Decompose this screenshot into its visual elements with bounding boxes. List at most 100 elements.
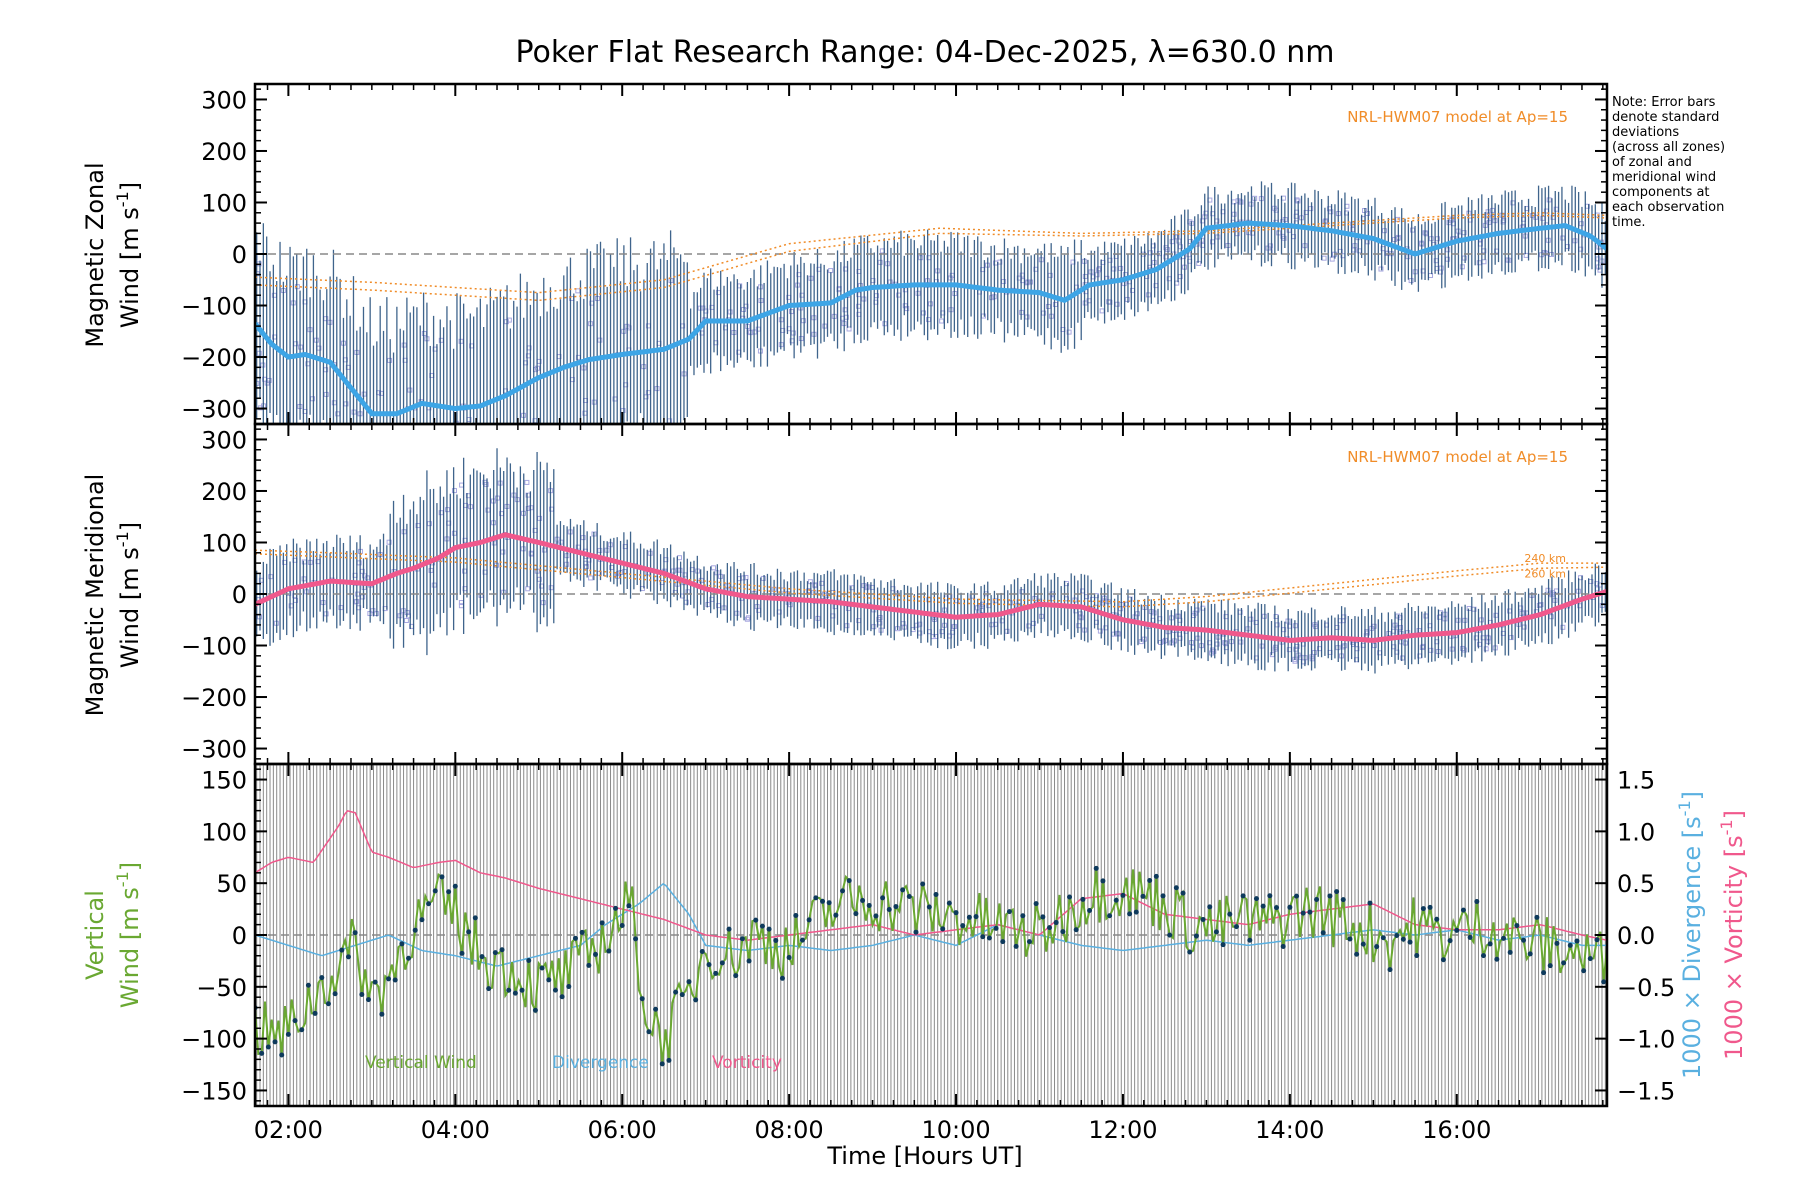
vertical-wind-point xyxy=(826,900,832,906)
vertical-wind-point xyxy=(820,898,826,904)
vertical-wind-point xyxy=(566,984,572,990)
model-label: NRL-HWM07 model at Ap=15 xyxy=(1347,448,1568,466)
divergence-ylabel-sup: -1 xyxy=(1675,800,1694,816)
vertical-wind-point xyxy=(379,1011,385,1017)
vertical-wind-point xyxy=(265,1044,271,1050)
vertical-wind-point xyxy=(1307,909,1313,915)
vertical-wind-point xyxy=(352,930,358,936)
vorticity-ylabel: 1000 × Vorticity [s-1] xyxy=(1717,810,1748,1060)
zonal-panel: NRL-HWM07 model at Ap=15 −300 −200 −100 0 100… xyxy=(181,82,1609,426)
vertical-wind-point xyxy=(1053,920,1059,926)
vertical-wind-point xyxy=(312,1010,318,1016)
y-tick-label: −200 xyxy=(181,344,247,372)
vertical-wind-point xyxy=(1494,956,1500,962)
vertical-wind-point xyxy=(779,975,785,981)
vertical-wind-point xyxy=(459,950,465,956)
y-tick-label: 0 xyxy=(232,241,247,269)
wind-line xyxy=(255,532,1607,643)
vertical-wind-point xyxy=(372,979,378,985)
vertical-wind-point xyxy=(886,907,892,913)
vertical-wind-point xyxy=(1501,935,1507,941)
vertical-wind-point xyxy=(1574,938,1580,944)
vertical-wind-point xyxy=(733,973,739,979)
vertical-wind-point xyxy=(452,883,458,889)
vertical-wind-point xyxy=(906,894,912,900)
scatter-point xyxy=(524,479,530,485)
vertical-wind-point xyxy=(1480,953,1486,959)
vertical-wind-point xyxy=(593,951,599,957)
vertical-wind-point xyxy=(673,989,679,995)
vertical-wind-point xyxy=(1153,873,1159,879)
vertical-wind-point xyxy=(279,1052,285,1058)
vertical-wind-point xyxy=(686,979,692,985)
vertical-wind-point xyxy=(766,926,772,932)
vertical-wind-point xyxy=(1334,889,1340,895)
scatter-point xyxy=(588,575,594,581)
vertical-wind-point xyxy=(713,970,719,976)
vertical-wind-point xyxy=(1033,901,1039,907)
meridional-ylabel-line1: Magnetic Meridional xyxy=(81,474,109,717)
zonal-ylabel-text: Wind [m s xyxy=(116,207,144,328)
vertical-wind-point xyxy=(579,929,585,935)
meridional-ylabel: Magnetic Meridional xyxy=(81,474,109,717)
vertical-wind-point xyxy=(860,897,866,903)
vorticity-ylabel-main: 1000 × Vorticity [s xyxy=(1720,835,1748,1060)
vertical-wind-point xyxy=(412,927,418,933)
note-line: of zonal and xyxy=(1612,155,1692,170)
vertical-wind-point xyxy=(926,904,932,910)
note-line: (across all zones) xyxy=(1612,140,1725,155)
meridional-panel: NRL-HWM07 model at Ap=15 −300 −200 −100 0 100… xyxy=(181,422,1609,766)
note-line: meridional wind xyxy=(1612,170,1716,185)
vertical-wind-point xyxy=(1000,939,1006,945)
vertical-wind-point xyxy=(1026,939,1032,945)
vertical-wind-point xyxy=(599,920,605,926)
legend-divergence: Divergence xyxy=(552,1053,649,1073)
vertical-wind-point xyxy=(1227,911,1233,917)
zonal-ylabel: Magnetic Zonal xyxy=(81,162,109,347)
vertical-wind-point xyxy=(392,977,398,983)
zonal-ylabel-line2: Wind [m s-1] xyxy=(113,182,144,328)
vertical-wind-point xyxy=(706,962,712,968)
scatter-point xyxy=(1097,628,1103,634)
vertical-wind-point xyxy=(1294,893,1300,899)
vertical-wind-point xyxy=(1327,893,1333,899)
x-tick-label: 06:00 xyxy=(588,1116,657,1144)
vertical-wind-point xyxy=(1374,944,1380,950)
vertical-wind-point xyxy=(980,934,986,940)
vertical-wind-point xyxy=(699,948,705,954)
vertical-wind-point xyxy=(753,917,759,923)
vertical-wind-point xyxy=(1253,896,1259,902)
vertical-wind-point xyxy=(439,874,445,880)
scatter-point xyxy=(846,326,852,332)
scatter-point xyxy=(386,539,392,545)
vertical-wind-point xyxy=(1047,925,1053,931)
vertical-wind-point xyxy=(719,960,725,966)
zonal-ylabel-units: Wind [m s-1] xyxy=(113,182,144,328)
vertical-wind-point xyxy=(1474,899,1480,905)
vertical-wind-point xyxy=(1160,893,1166,899)
divergence-ylabel-close: ] xyxy=(1678,791,1706,800)
plot-area xyxy=(255,448,1607,674)
legend-vertical-wind: Vertical Wind xyxy=(365,1053,477,1073)
note-line: denote standard xyxy=(1612,110,1719,125)
vertical-wind-point xyxy=(693,997,699,1003)
y-tick-label: 0 xyxy=(232,581,247,609)
vorticity-line xyxy=(255,809,1607,941)
vertical-wind-point xyxy=(813,895,819,901)
vertical-wind-point xyxy=(472,915,478,921)
vertical-wind-point xyxy=(1394,933,1400,939)
vertical-wind-point xyxy=(1387,967,1393,973)
vertical-wind-point xyxy=(345,954,351,960)
vertical-wind-point xyxy=(646,1029,652,1035)
vertical-wind-point xyxy=(1287,904,1293,910)
vertical-wind-point xyxy=(332,991,338,997)
vertical-wind-point xyxy=(432,888,438,894)
vertical-wind-point xyxy=(1087,907,1093,913)
vertical-wind-point xyxy=(1567,942,1573,948)
vertical-wind-point xyxy=(1060,929,1066,935)
vertical-ylabel-units: Wind [m s-1] xyxy=(113,862,144,1008)
vertical-wind-point xyxy=(1193,933,1199,939)
scatter-point xyxy=(1118,265,1124,271)
y-tick-label: −100 xyxy=(181,633,247,661)
vertical-wind-point xyxy=(426,901,432,907)
